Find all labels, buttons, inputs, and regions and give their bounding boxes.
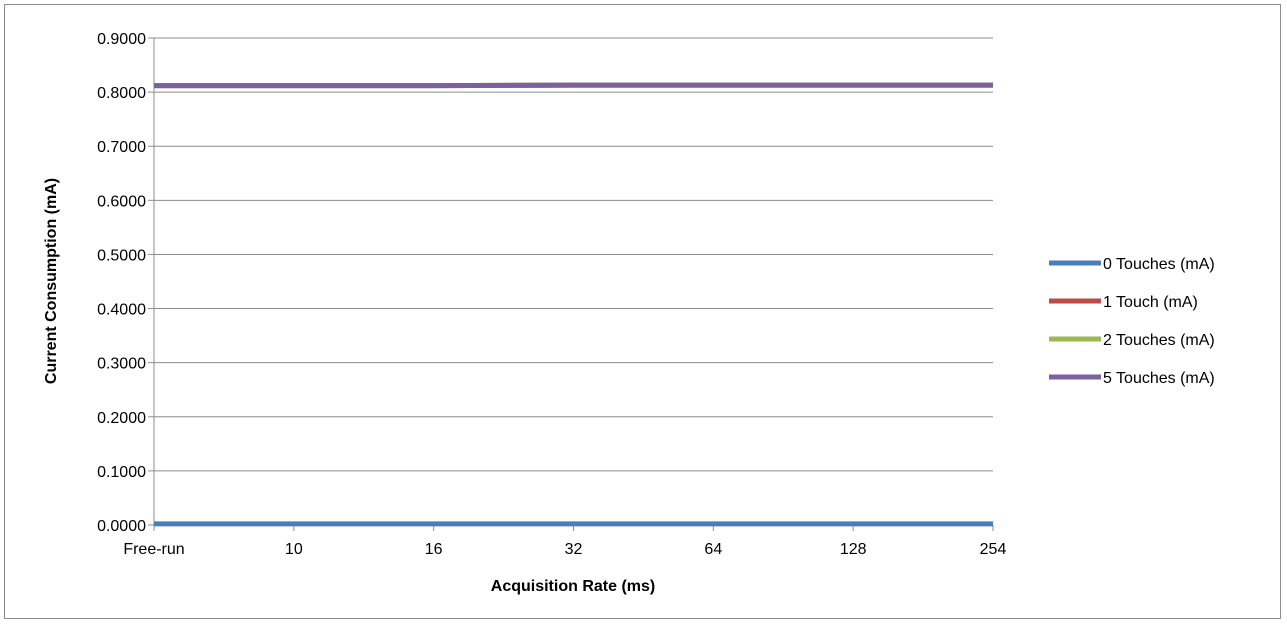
y-tick-label: 0.2000 bbox=[97, 410, 146, 427]
x-axis-title: Acquisition Rate (ms) bbox=[491, 578, 655, 595]
legend-label-0: 0 Touches (mA) bbox=[1103, 256, 1215, 273]
y-tick-label: 0.1000 bbox=[97, 464, 146, 481]
y-axis-title: Current Consumption (mA) bbox=[43, 178, 60, 384]
x-tick-label: 16 bbox=[425, 541, 443, 558]
x-tick-label: 254 bbox=[980, 541, 1007, 558]
x-tick-label: Free-run bbox=[123, 541, 184, 558]
x-tick-label: 10 bbox=[285, 541, 303, 558]
y-tick-label: 0.8000 bbox=[97, 85, 146, 102]
chart-frame bbox=[4, 4, 1281, 619]
y-tick-label: 0.7000 bbox=[97, 139, 146, 156]
y-tick-label: 0.0000 bbox=[97, 518, 146, 535]
series-lines bbox=[154, 82, 993, 527]
legend-label-2: 2 Touches (mA) bbox=[1103, 332, 1215, 349]
y-tick-label: 0.9000 bbox=[97, 31, 146, 48]
y-tick-label: 0.6000 bbox=[97, 193, 146, 210]
x-tick-labels: Free-run 10 16 32 64 128 254 bbox=[123, 541, 1006, 558]
axes bbox=[148, 37, 994, 531]
y-tick-labels: 0.0000 0.1000 0.2000 0.3000 0.4000 0.5000 0.60… bbox=[97, 31, 146, 535]
x-tick-label: 128 bbox=[840, 541, 867, 558]
legend-label-1: 1 Touch (mA) bbox=[1103, 294, 1198, 311]
series-line-3 bbox=[154, 82, 993, 89]
legend-label-3: 5 Touches (mA) bbox=[1103, 370, 1215, 387]
x-tick-label: 32 bbox=[565, 541, 583, 558]
legend: 0 Touches (mA) 1 Touch (mA) 2 Touches (mA)… bbox=[1049, 256, 1215, 387]
x-tick-label: 64 bbox=[704, 541, 722, 558]
y-tick-label: 0.4000 bbox=[97, 302, 146, 319]
y-tick-label: 0.5000 bbox=[97, 247, 146, 264]
gridlines bbox=[154, 37, 993, 472]
y-tick-label: 0.3000 bbox=[97, 356, 146, 373]
